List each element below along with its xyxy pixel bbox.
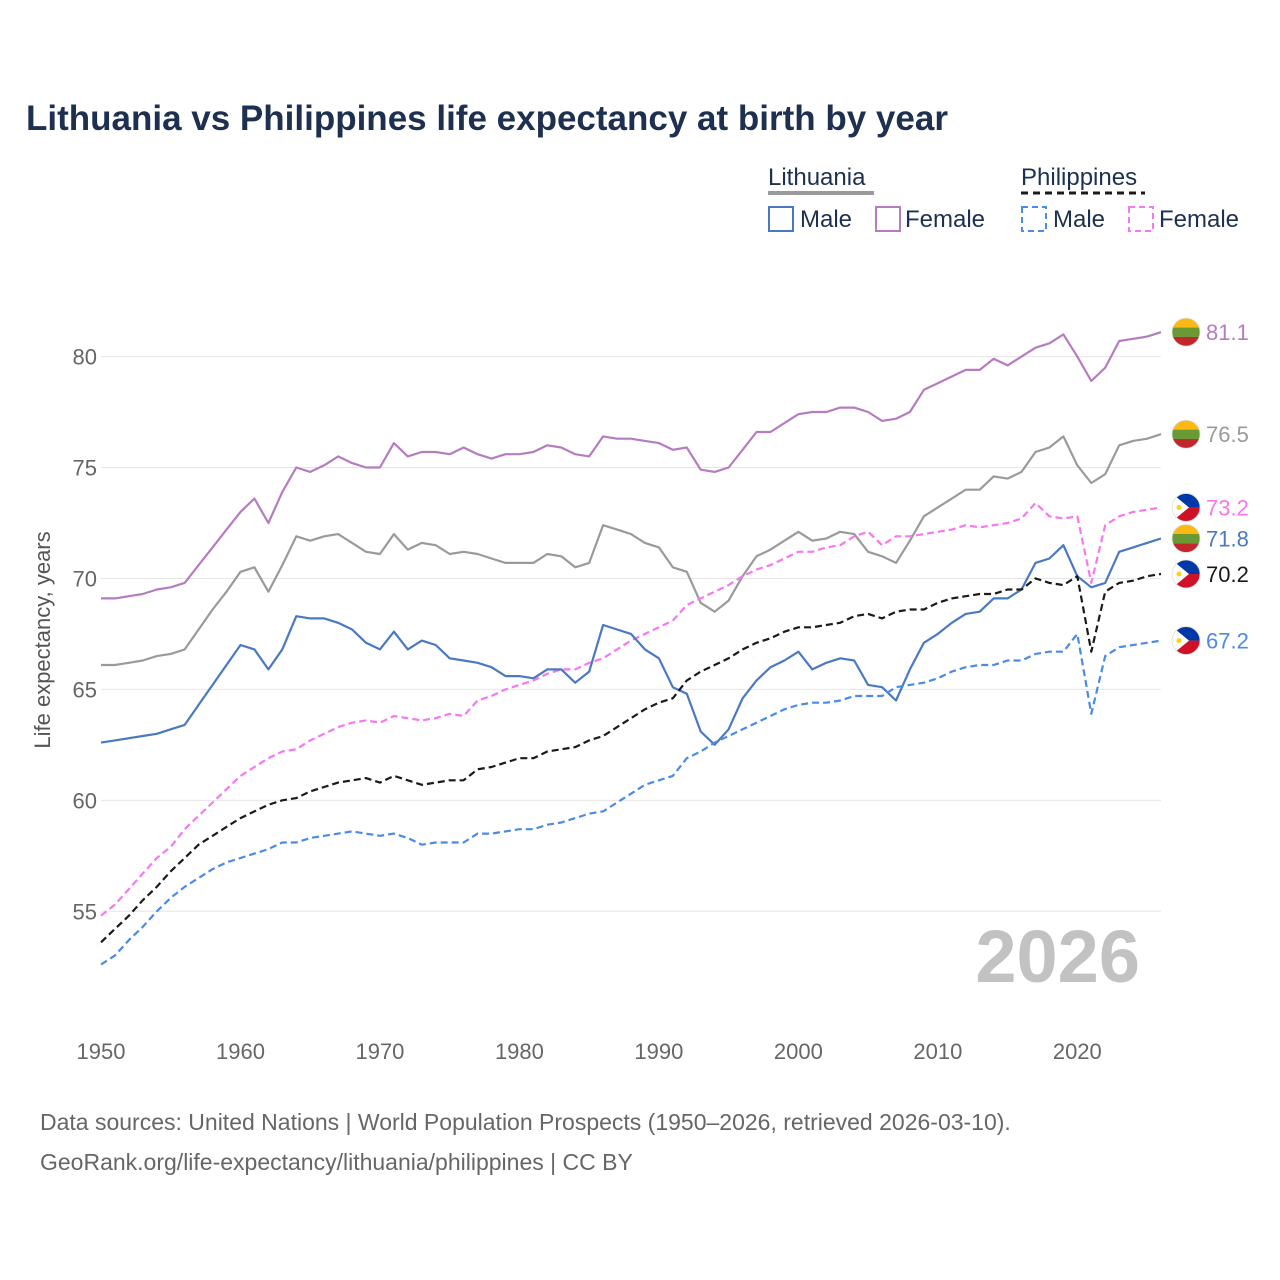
end-label-philippines-female: 73.2 [1206, 495, 1249, 520]
y-tick-60: 60 [73, 788, 97, 813]
source-line-2: GeoRank.org/life-expectancy/lithuania/ph… [40, 1149, 633, 1175]
year-watermark: 2026 [975, 915, 1140, 998]
end-flag-lithuania-overall [1171, 419, 1201, 449]
series-line-lithuania-male[interactable] [100, 537, 1162, 746]
y-tick-55: 55 [73, 899, 97, 924]
legend-group-philippines[interactable]: Philippines [1021, 164, 1137, 191]
x-tick-1950: 1950 [77, 1039, 126, 1064]
series-line-lithuania-female[interactable] [101, 331, 1162, 600]
x-tick-1990: 1990 [634, 1039, 683, 1064]
series-line-philippines-overall[interactable] [100, 572, 1162, 944]
end-flag-lithuania-male [1171, 524, 1201, 553]
end-flag-philippines-female [1171, 493, 1201, 522]
legend-lithuania-male-swatch[interactable] [768, 206, 794, 232]
legend-lithuania-male-label[interactable]: Male [800, 206, 852, 233]
legend-philippines-female-label[interactable]: Female [1159, 206, 1239, 233]
legend-philippines-female-swatch[interactable] [1128, 206, 1154, 232]
x-tick-2010: 2010 [913, 1039, 962, 1064]
end-flag-philippines-overall [1171, 559, 1201, 589]
x-tick-1960: 1960 [216, 1039, 265, 1064]
x-axis-ticks: 1950 1960 1970 1980 1990 2000 2010 2020 [77, 1039, 1102, 1064]
y-tick-80: 80 [73, 345, 97, 370]
end-flag-lithuania-female [1171, 317, 1201, 347]
end-label-lithuania-overall: 76.5 [1206, 422, 1249, 447]
series-line-lithuania-overall[interactable] [101, 433, 1162, 667]
series-line-philippines-female[interactable] [100, 501, 1162, 917]
y-tick-65: 65 [73, 677, 97, 702]
series-line-philippines-male[interactable] [100, 632, 1162, 966]
end-label-philippines-overall: 70.2 [1206, 562, 1249, 587]
legend: Lithuania Male Female Philippines Male F… [768, 164, 1239, 233]
series-lines [100, 331, 1162, 966]
legend-group-lithuania[interactable]: Lithuania [768, 164, 866, 191]
x-tick-1980: 1980 [495, 1039, 544, 1064]
y-tick-75: 75 [73, 456, 97, 481]
end-label-lithuania-male: 71.8 [1206, 527, 1249, 552]
legend-philippines-male-swatch[interactable] [1021, 206, 1047, 232]
legend-philippines-male-label[interactable]: Male [1053, 206, 1105, 233]
x-tick-2000: 2000 [774, 1039, 823, 1064]
y-axis-label: Life expectancy, years [30, 531, 55, 748]
y-tick-70: 70 [73, 566, 97, 591]
y-axis-ticks: 55 60 65 70 75 80 [73, 345, 97, 925]
end-flag-philippines-male [1171, 626, 1201, 655]
gridlines [101, 356, 1161, 912]
legend-lithuania-female-label[interactable]: Female [905, 206, 985, 233]
end-label-lithuania-female: 81.1 [1206, 320, 1249, 345]
legend-lithuania-female-swatch[interactable] [875, 206, 901, 232]
source-line-1: Data sources: United Nations | World Pop… [40, 1109, 1011, 1135]
end-label-philippines-male: 67.2 [1206, 629, 1249, 654]
x-tick-2020: 2020 [1053, 1039, 1102, 1064]
chart-title: Lithuania vs Philippines life expectancy… [26, 99, 948, 138]
x-tick-1970: 1970 [355, 1039, 404, 1064]
series-end-markers: 81.1 76.5 73.2 71.8 70.2 67.2 [1171, 317, 1249, 655]
